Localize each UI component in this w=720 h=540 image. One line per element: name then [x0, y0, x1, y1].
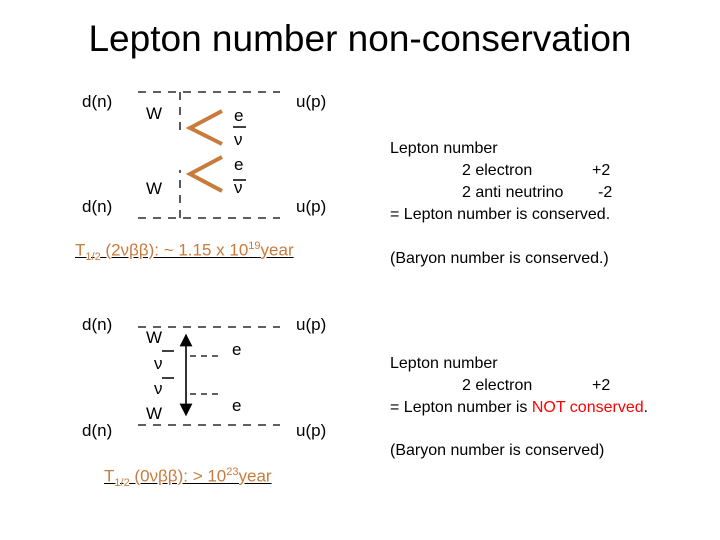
- w-boson-top-label-2: W: [146, 328, 163, 347]
- halflife-0nu: T1/2 (0νββ): > 1023year: [104, 466, 272, 490]
- lepton-arrow-bottom: [185, 155, 223, 193]
- w-boson-bottom-label-2: W: [146, 404, 163, 423]
- electron-bottom-label-2: e: [232, 396, 242, 415]
- neutrino-bottom-label: ν: [154, 379, 163, 398]
- info-line-electron: 2 electron +2: [462, 162, 611, 179]
- quark-out-bottom-label: u(p): [296, 197, 327, 216]
- w-boson-top-label: W: [146, 104, 163, 123]
- w-boson-bottom-label: W: [146, 179, 163, 198]
- lepton-number-info-not-conserved: Lepton number 2 electron +2 = Lepton numb…: [390, 353, 648, 419]
- neutrino-top-label: ν: [154, 354, 163, 373]
- info-heading-2: Lepton number: [390, 355, 498, 372]
- quark-in-bottom-label: d(n): [82, 197, 113, 216]
- quark-out-bottom-label-2: u(p): [296, 421, 327, 440]
- electron-bottom-label: e: [234, 155, 244, 174]
- diagram1-lines: [138, 91, 280, 219]
- quark-out-top-label-2: u(p): [296, 315, 327, 334]
- quark-in-bottom-label-2: d(n): [82, 421, 113, 440]
- antineutrino-bottom-label: ν: [234, 178, 243, 197]
- info-heading: Lepton number: [390, 140, 498, 157]
- diagram2-lines: [138, 326, 280, 426]
- lepton-number-info-conserved: Lepton number 2 electron +2 2 anti neutri…: [390, 138, 612, 226]
- quark-out-top-label: u(p): [296, 92, 327, 111]
- baryon-note-1: (Baryon number is conserved.): [390, 250, 609, 267]
- info-conclusion: = Lepton number is conserved.: [390, 206, 611, 223]
- electron-top-label: e: [234, 106, 244, 125]
- halflife-2nu: T1/2 (2νββ): ~ 1.15 x 1019year: [75, 240, 294, 264]
- page-title: Lepton number non-conservation: [88, 18, 632, 59]
- info-conclusion-2: = Lepton number is NOT conserved.: [390, 399, 649, 416]
- baryon-note-2: (Baryon number is conserved): [390, 442, 605, 459]
- info-line-electron-2: 2 electron +2: [462, 377, 611, 394]
- info-line-antineutrino: 2 anti neutrino -2: [462, 184, 613, 201]
- lepton-arrow-top: [185, 109, 223, 146]
- quark-in-top-label: d(n): [82, 92, 113, 111]
- quark-in-top-label-2: d(n): [82, 315, 113, 334]
- not-conserved-highlight: NOT conserved: [531, 399, 644, 416]
- antineutrino-top-label: ν: [234, 130, 243, 149]
- electron-top-label-2: e: [232, 340, 242, 359]
